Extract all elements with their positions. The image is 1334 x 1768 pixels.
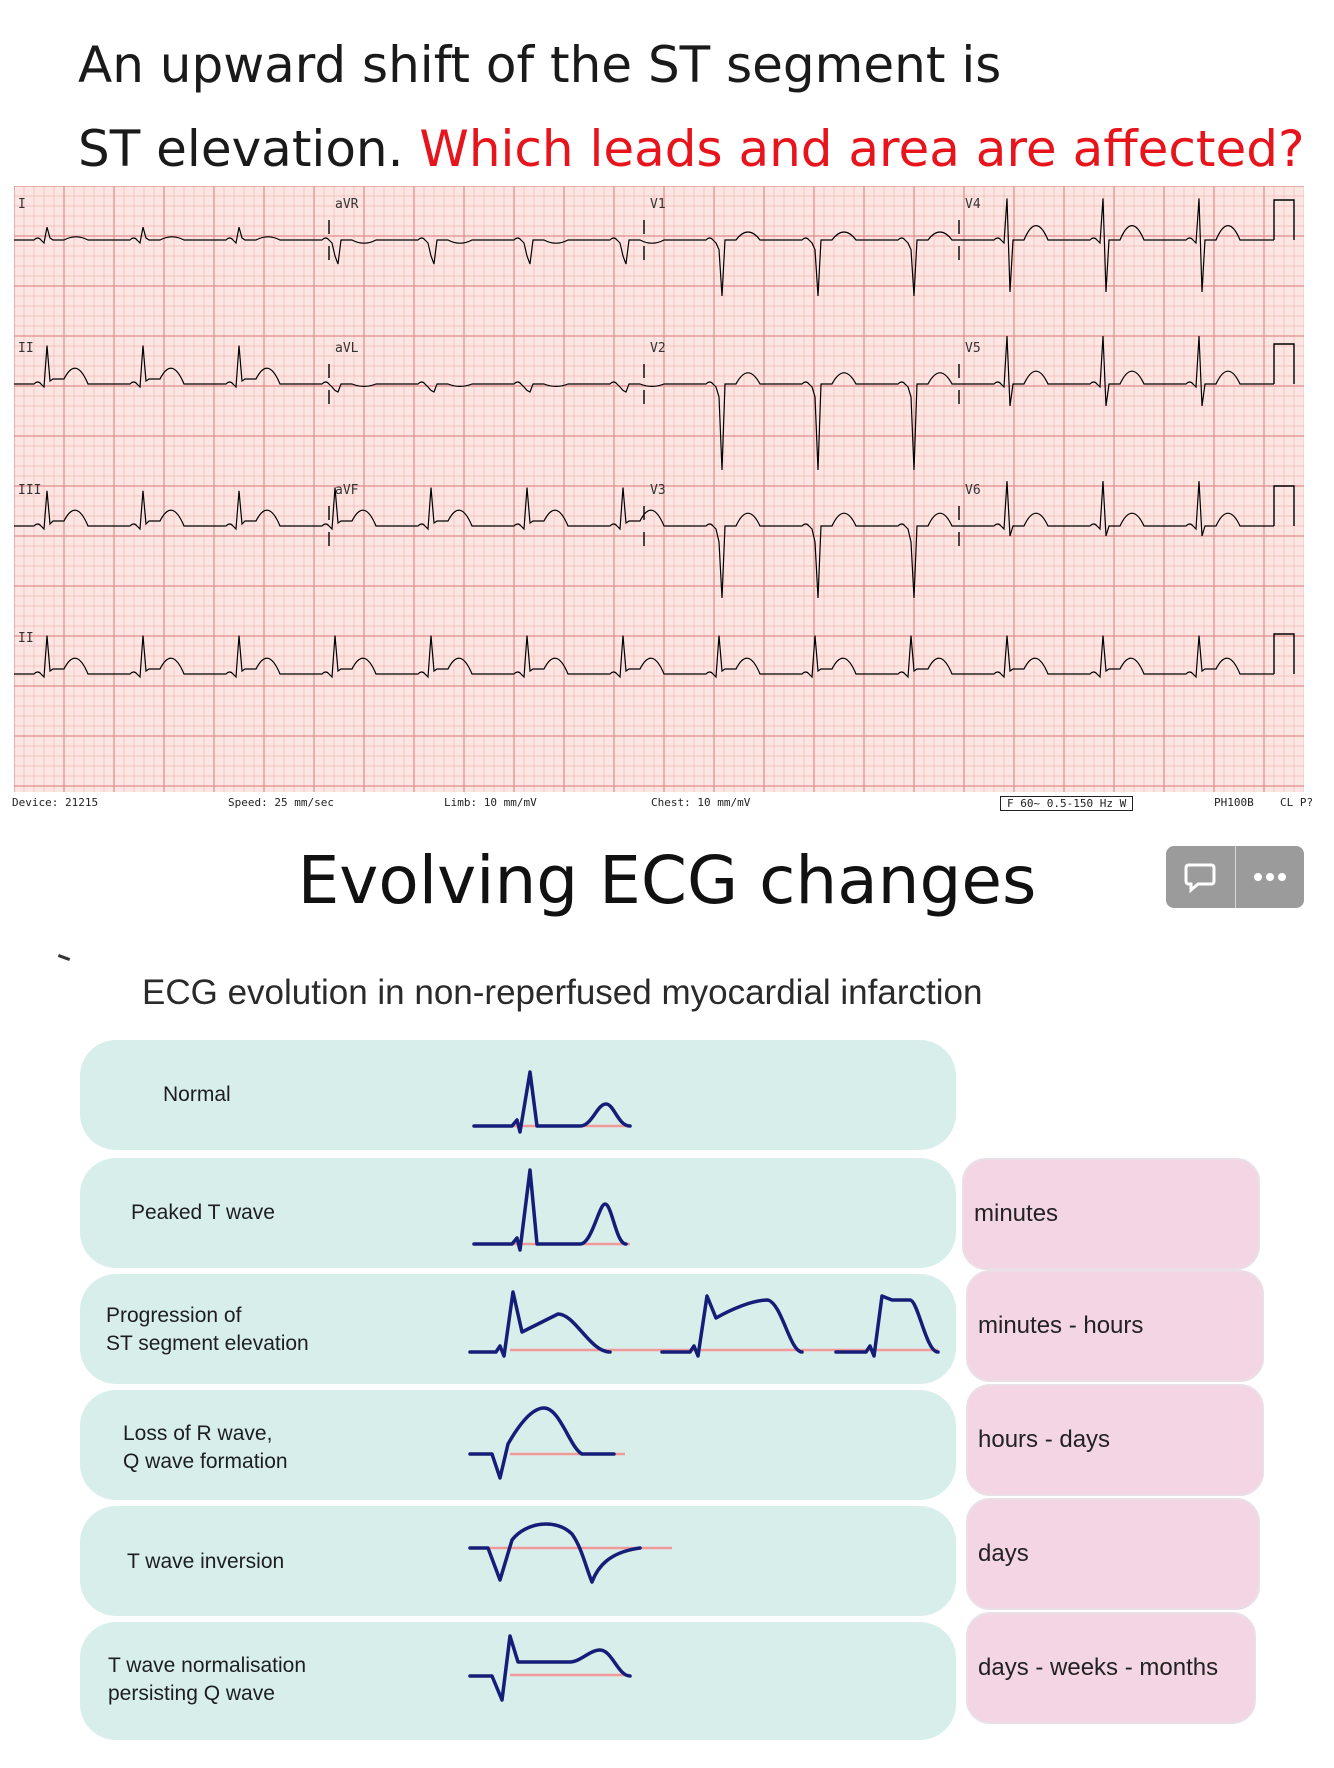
stage-label: T wave inversion <box>127 1550 285 1573</box>
ecg-extra: CL P? <box>1280 796 1314 809</box>
stage-label: T wave normalisation persisting Q wave <box>108 1654 307 1705</box>
lead-label: V6 <box>965 483 981 498</box>
ecg-trace <box>14 635 1274 679</box>
ecg-device: Device: 21215 <box>12 796 99 809</box>
diagram-subtitle: ECG evolution in non-reperfused myocardi… <box>142 973 983 1012</box>
time-badge: days - weeks - months <box>966 1612 1256 1724</box>
lead-label: V1 <box>650 197 666 212</box>
lead-label: I <box>18 197 26 212</box>
ecg-grid-minor <box>14 186 1305 792</box>
section-title: Evolving ECG changes <box>297 842 1037 919</box>
time-badge: minutes <box>962 1158 1260 1270</box>
ecg-trace <box>14 335 1274 471</box>
headline-question: Which leads and area are affected? <box>419 120 1305 178</box>
floating-toolbar <box>1166 846 1304 908</box>
stray-mark <box>57 954 71 961</box>
lead-label: aVR <box>335 197 359 212</box>
ecg-trace <box>14 198 1274 297</box>
lead-label: III <box>18 483 41 498</box>
headline-statement: ST elevation. <box>78 120 420 178</box>
more-options-button[interactable] <box>1234 846 1305 908</box>
time-badge: days <box>966 1498 1260 1610</box>
ecg-limb-gain: Limb: 10 mm/mV <box>444 796 537 809</box>
lead-label: V4 <box>965 197 981 212</box>
calibration-pulse <box>1273 633 1295 674</box>
ecg-speed: Speed: 25 mm/sec <box>228 796 334 809</box>
calibration-pulse <box>1273 199 1295 240</box>
lead-label: V3 <box>650 483 666 498</box>
lead-label: aVF <box>335 483 359 498</box>
lead-label: aVL <box>335 341 359 356</box>
ecg-model: PH100B <box>1214 796 1254 809</box>
headline-line-2: ST elevation. Which leads and area are a… <box>78 124 1305 174</box>
lead-label: V2 <box>650 341 666 356</box>
ecg-footer: Device: 21215 Speed: 25 mm/sec Limb: 10 … <box>8 796 1328 816</box>
ecg-chest-gain: Chest: 10 mm/mV <box>651 796 751 809</box>
ecg-filter: F 60~ 0.5-150 Hz W <box>1000 796 1134 811</box>
comment-icon <box>1184 863 1216 894</box>
comment-button[interactable] <box>1166 846 1235 908</box>
ecg-paper <box>14 186 1304 792</box>
calibration-pulse <box>1273 485 1295 526</box>
headline-line-1: An upward shift of the ST segment is <box>78 36 1002 94</box>
time-badge: hours - days <box>966 1384 1264 1496</box>
lead-label: V5 <box>965 341 981 356</box>
ecg-trace <box>14 481 1274 599</box>
lead-label: II <box>18 631 34 646</box>
lead-label: II <box>18 341 34 356</box>
stage-label: Progression of ST segment elevation <box>106 1304 309 1355</box>
stage-label: Normal <box>163 1083 231 1106</box>
time-badge: minutes - hours <box>966 1270 1264 1382</box>
more-icon <box>1253 873 1286 881</box>
stage-label: Peaked T wave <box>131 1201 275 1224</box>
stage-label: Loss of R wave, Q wave formation <box>123 1422 288 1473</box>
calibration-pulse <box>1273 343 1295 384</box>
